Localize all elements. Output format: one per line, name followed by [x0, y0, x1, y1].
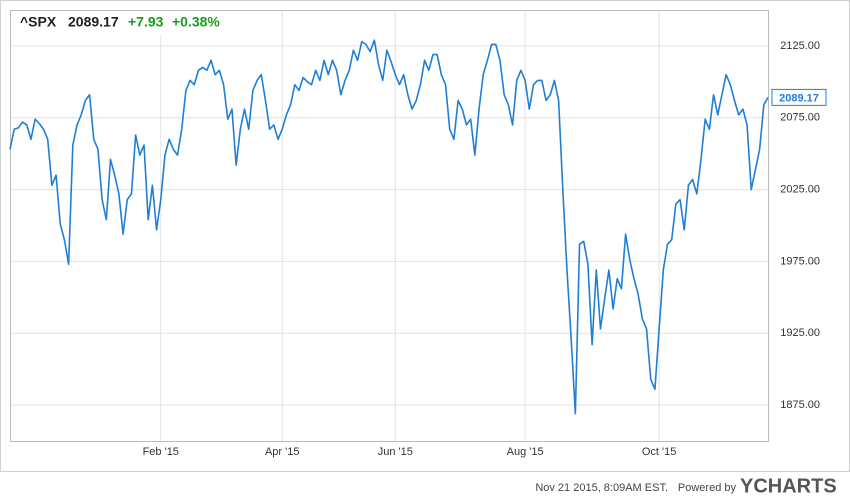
footer-date: Nov 21 2015, 8:09AM EST.: [535, 482, 668, 494]
y-tick-label: 1925.00: [780, 327, 820, 339]
y-tick-label: 2125.00: [780, 40, 820, 52]
grid: [10, 10, 768, 441]
price: 2089.17: [68, 14, 119, 30]
last-value-label: 2089.17: [779, 92, 819, 104]
price-line: [9, 39, 769, 415]
x-tick-label: Feb '15: [143, 446, 179, 458]
marks: 2089.17: [9, 39, 827, 415]
last-value-box: [771, 88, 827, 106]
x-tick-label: Apr '15: [265, 446, 300, 458]
y-tick-label: 1875.00: [780, 399, 820, 411]
plot-frame: [10, 10, 769, 442]
y-tick-label: 2075.00: [780, 112, 820, 124]
x-tick-label: Aug '15: [507, 446, 544, 458]
symbol: ^SPX: [20, 14, 57, 30]
y-tick-label: 2025.00: [780, 183, 820, 195]
powered-by: Powered by: [678, 482, 737, 494]
y-tick-label: 1975.00: [780, 255, 820, 267]
change-percent: +0.38%: [172, 14, 220, 30]
x-tick-label: Jun '15: [378, 446, 413, 458]
chart-frame: [0, 0, 850, 472]
header-box: [11, 11, 233, 35]
x-tick-label: Oct '15: [642, 446, 677, 458]
change: +7.93: [128, 14, 164, 30]
brand-logo: YCHARTS: [740, 475, 837, 497]
